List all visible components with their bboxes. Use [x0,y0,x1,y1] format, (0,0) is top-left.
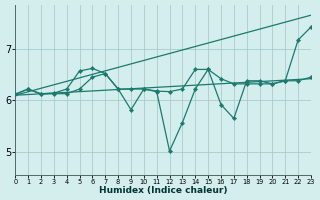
X-axis label: Humidex (Indice chaleur): Humidex (Indice chaleur) [99,186,228,195]
